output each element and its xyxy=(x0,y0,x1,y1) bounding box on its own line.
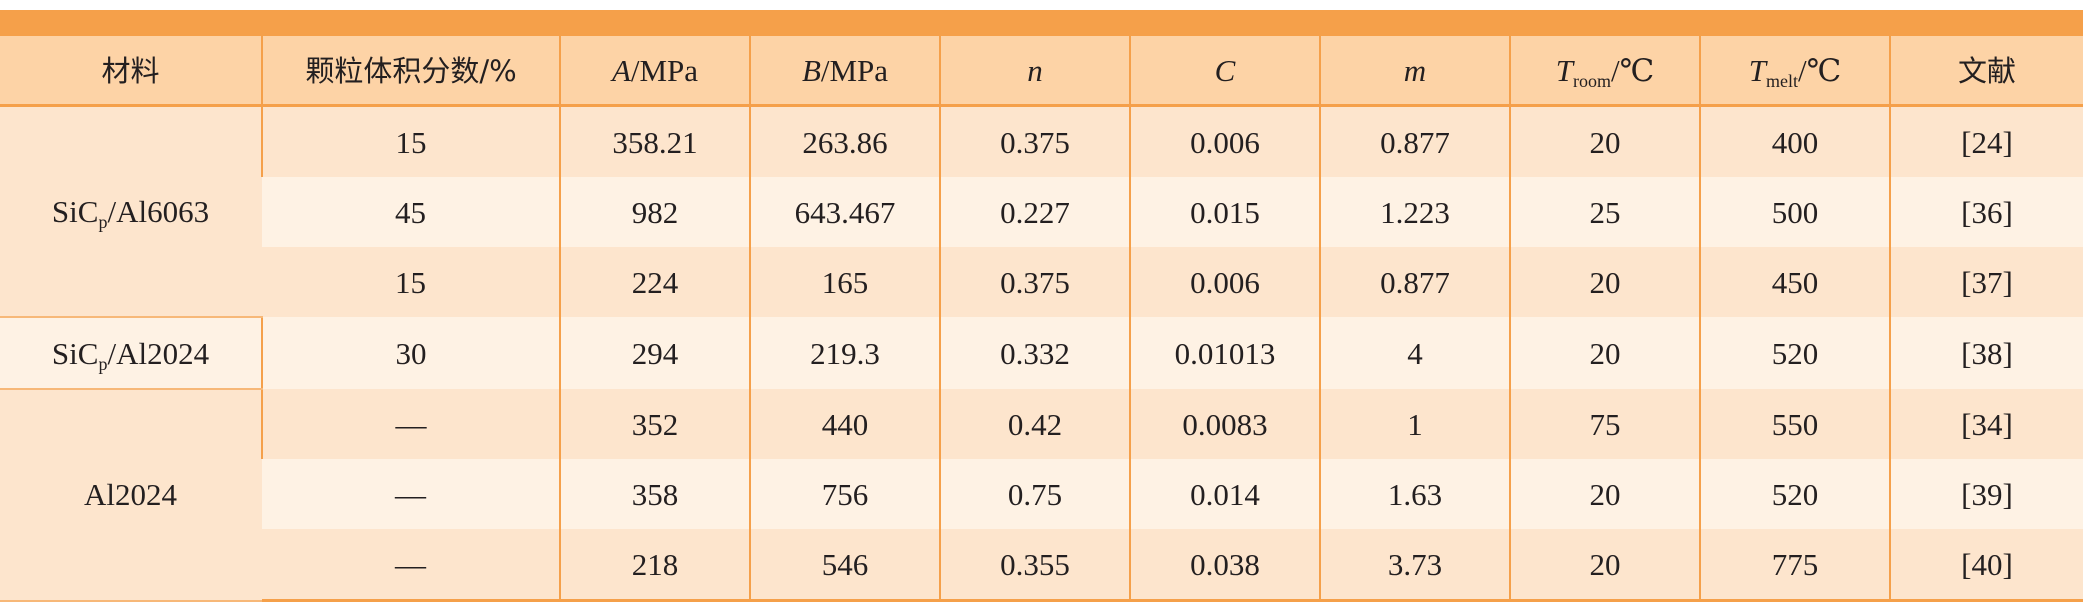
cell-c: 0.006 xyxy=(1129,105,1320,177)
cell-fraction: 45 xyxy=(262,177,560,247)
header-tmelt: Tmelt/℃ xyxy=(1699,36,1890,107)
cell-ref: [24] xyxy=(1889,105,2083,177)
header-b: B/MPa xyxy=(749,36,940,107)
cell-m: 4 xyxy=(1319,317,1510,389)
cell-b: 756 xyxy=(749,459,940,529)
cell-n: 0.332 xyxy=(939,317,1130,389)
cell-m: 1.223 xyxy=(1319,177,1510,247)
cell-m: 3.73 xyxy=(1319,529,1510,602)
cell-tmelt: 520 xyxy=(1699,317,1890,389)
cell-a: 982 xyxy=(559,177,750,247)
cell-troom: 20 xyxy=(1509,105,1700,177)
header-ref: 文献 xyxy=(1889,36,2083,107)
cell-ref: [40] xyxy=(1889,529,2083,602)
cell-tmelt: 550 xyxy=(1699,389,1890,459)
cell-troom: 20 xyxy=(1509,529,1700,602)
cell-troom: 75 xyxy=(1509,389,1700,459)
header-troom: Troom/℃ xyxy=(1509,36,1700,107)
cell-a: 224 xyxy=(559,247,750,317)
cell-m: 1 xyxy=(1319,389,1510,459)
cell-n: 0.355 xyxy=(939,529,1130,602)
material-cell: SiCp/Al6063 xyxy=(0,105,262,318)
cell-fraction: — xyxy=(261,389,560,459)
cell-ref: [34] xyxy=(1889,389,2083,459)
cell-b: 165 xyxy=(749,247,940,317)
cell-tmelt: 450 xyxy=(1699,247,1890,317)
header-n: n xyxy=(939,36,1130,107)
cell-m: 0.877 xyxy=(1319,247,1510,317)
table-top-bar xyxy=(0,10,2083,36)
header-a: A/MPa xyxy=(559,36,750,107)
cell-a: 352 xyxy=(559,389,750,459)
table-row: SiCp/Al2024 30 294 219.3 0.332 0.01013 4… xyxy=(0,317,2083,390)
cell-troom: 20 xyxy=(1509,459,1700,529)
cell-b: 219.3 xyxy=(749,317,940,389)
cell-troom: 25 xyxy=(1509,177,1700,247)
header-material: 材料 xyxy=(0,36,262,107)
cell-m: 1.63 xyxy=(1319,459,1510,529)
cell-troom: 20 xyxy=(1509,247,1700,317)
table-row: 45 982 643.467 0.227 0.015 1.223 25 500 … xyxy=(0,177,2083,247)
cell-ref: [37] xyxy=(1889,247,2083,317)
cell-b: 440 xyxy=(749,389,940,459)
cell-fraction: 15 xyxy=(261,105,560,177)
header-row: 材料 颗粒体积分数/% A/MPa B/MPa n C m Troom/℃ Tm… xyxy=(0,36,2083,107)
cell-n: 0.375 xyxy=(939,247,1130,317)
cell-c: 0.038 xyxy=(1129,529,1320,602)
header-c: C xyxy=(1129,36,1320,107)
table-row: — 218 546 0.355 0.038 3.73 20 775 [40] xyxy=(0,529,2083,602)
jc-parameter-table: 材料 颗粒体积分数/% A/MPa B/MPa n C m Troom/℃ Tm… xyxy=(0,36,2083,602)
cell-a: 294 xyxy=(559,317,750,389)
cell-fraction: 15 xyxy=(262,247,560,317)
table-row: — 358 756 0.75 0.014 1.63 20 520 [39] xyxy=(0,459,2083,529)
cell-c: 0.014 xyxy=(1129,459,1320,529)
cell-fraction: — xyxy=(262,459,560,529)
header-m: m xyxy=(1319,36,1510,107)
cell-ref: [39] xyxy=(1889,459,2083,529)
header-fraction: 颗粒体积分数/% xyxy=(261,36,560,107)
cell-a: 358.21 xyxy=(559,105,750,177)
cell-tmelt: 400 xyxy=(1699,105,1890,177)
cell-b: 546 xyxy=(749,529,940,602)
cell-c: 0.015 xyxy=(1129,177,1320,247)
material-cell: Al2024 xyxy=(0,389,262,602)
cell-troom: 20 xyxy=(1509,317,1700,389)
cell-b: 263.86 xyxy=(749,105,940,177)
cell-n: 0.227 xyxy=(939,177,1130,247)
cell-c: 0.006 xyxy=(1129,247,1320,317)
cell-ref: [38] xyxy=(1889,317,2083,389)
cell-b: 643.467 xyxy=(749,177,940,247)
table-row: SiCp/Al6063 15 358.21 263.86 0.375 0.006… xyxy=(0,105,2083,318)
cell-tmelt: 775 xyxy=(1699,529,1890,602)
cell-tmelt: 520 xyxy=(1699,459,1890,529)
cell-a: 358 xyxy=(559,459,750,529)
cell-fraction: 30 xyxy=(261,317,560,389)
cell-m: 0.877 xyxy=(1319,105,1510,177)
cell-tmelt: 500 xyxy=(1699,177,1890,247)
cell-n: 0.75 xyxy=(939,459,1130,529)
table-row: Al2024 — 352 440 0.42 0.0083 1 75 550 [3… xyxy=(0,389,2083,602)
table-row: 15 224 165 0.375 0.006 0.877 20 450 [37] xyxy=(0,247,2083,317)
cell-c: 0.01013 xyxy=(1129,317,1320,389)
cell-c: 0.0083 xyxy=(1129,389,1320,459)
material-cell: SiCp/Al2024 xyxy=(0,317,262,390)
cell-n: 0.42 xyxy=(939,389,1130,459)
cell-n: 0.375 xyxy=(939,105,1130,177)
cell-ref: [36] xyxy=(1889,177,2083,247)
cell-fraction: — xyxy=(262,529,560,602)
cell-a: 218 xyxy=(559,529,750,602)
